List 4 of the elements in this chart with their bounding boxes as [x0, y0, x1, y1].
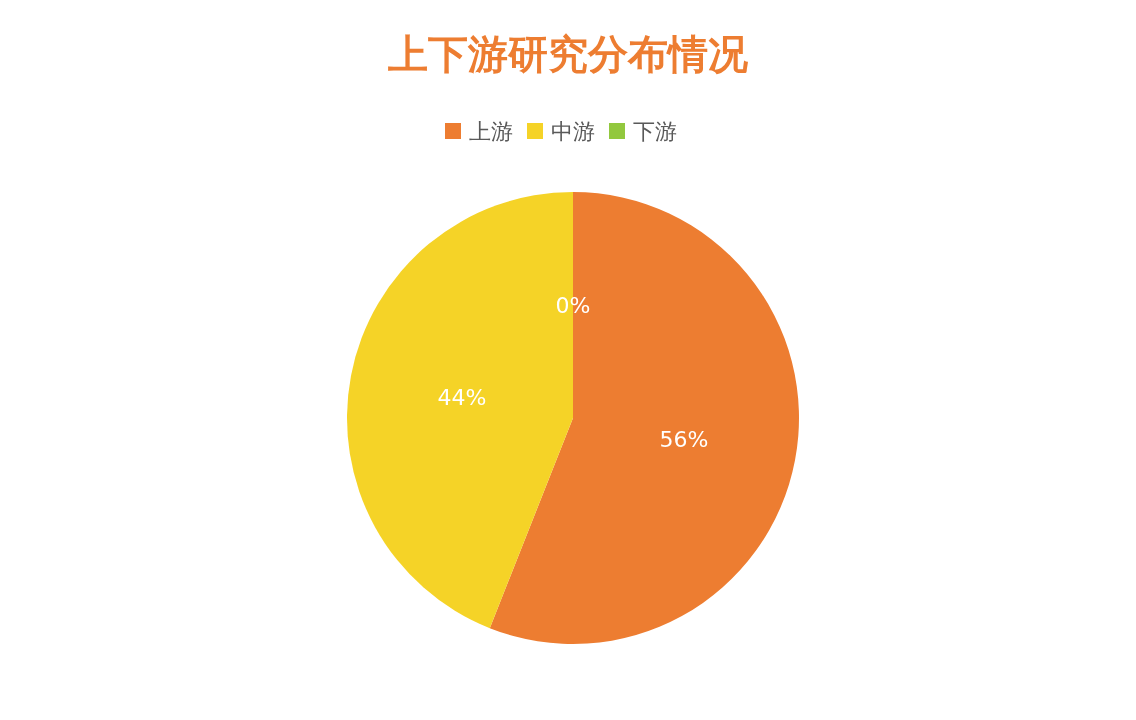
legend-label: 中游: [551, 119, 595, 144]
title: 上下游研究分布情况: [388, 31, 748, 77]
legend-label: 下游: [633, 119, 677, 144]
legend-label: 上游: [469, 119, 513, 144]
